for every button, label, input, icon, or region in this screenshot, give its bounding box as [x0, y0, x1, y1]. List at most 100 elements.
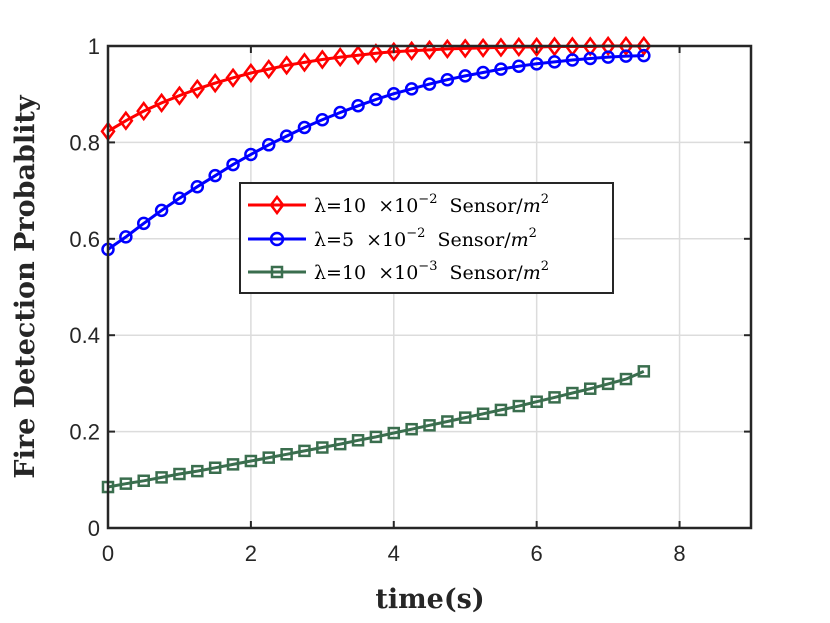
legend-entry-0: λ=10 ×10−2 Sensor/m2 [248, 186, 549, 217]
data-point [618, 35, 634, 57]
data-point [332, 47, 348, 68]
data-point [619, 49, 633, 63]
data-point [529, 36, 545, 58]
data-point [637, 365, 651, 378]
x-tick-label: 6 [531, 541, 543, 566]
data-point [136, 216, 151, 231]
data-point [262, 451, 275, 464]
y-tick-label: 0.4 [69, 323, 100, 348]
data-point [423, 419, 436, 432]
data-point [512, 399, 526, 413]
data-point [172, 191, 187, 206]
data-point [315, 112, 330, 127]
data-point [296, 52, 313, 73]
data-point [154, 203, 169, 218]
data-point [173, 467, 186, 481]
series-line-1 [107, 54, 644, 251]
data-point [601, 50, 615, 64]
data-point [547, 55, 562, 69]
data-point [244, 454, 258, 468]
data-point [244, 147, 258, 162]
data-point [636, 35, 652, 57]
series-line-2 [107, 370, 645, 489]
data-point [208, 461, 222, 474]
data-point [262, 138, 276, 152]
legend-marker-2 [270, 265, 284, 279]
y-tick-label: 0.2 [69, 420, 100, 445]
data-point [369, 92, 383, 107]
data-point [225, 67, 241, 88]
data-point [118, 110, 134, 131]
data-point [386, 41, 402, 62]
data-point [637, 48, 651, 63]
data-point [619, 372, 633, 386]
data-point [171, 85, 188, 106]
legend-label-1: λ=5 ×10−2 Sensor/m2 [314, 220, 537, 251]
y-tick-label: 1 [88, 34, 100, 59]
data-point [422, 77, 437, 91]
data-point [601, 377, 615, 391]
data-point [243, 62, 259, 84]
legend-label-0: λ=10 ×10−2 Sensor/m2 [314, 186, 549, 217]
data-point [387, 86, 401, 101]
data-point [548, 391, 561, 404]
data-point [511, 36, 527, 58]
legend: λ=10 ×10−2 Sensor/m2 λ=5 ×10−2 Sensor/m2… [239, 182, 614, 294]
x-tick-label: 2 [245, 541, 257, 566]
data-point [566, 386, 579, 400]
data-point [280, 448, 293, 461]
data-point [404, 82, 419, 96]
data-point [279, 55, 295, 76]
data-point [136, 100, 152, 122]
data-point [405, 422, 418, 436]
data-point [440, 72, 455, 87]
y-tick-label: 0 [88, 516, 100, 541]
y-tick-label: 0.6 [69, 227, 100, 252]
data-point [584, 382, 597, 395]
legend-entry-2: λ=10 ×10−3 Sensor/m2 [248, 253, 549, 284]
data-point [530, 395, 543, 408]
data-point [476, 65, 490, 80]
legend-entry-1: λ=5 ×10−2 Sensor/m2 [248, 220, 537, 251]
data-point [368, 43, 384, 64]
data-point [279, 129, 294, 143]
plot-frame [106, 44, 753, 530]
data-point [208, 168, 222, 183]
legend-marker-0 [269, 194, 285, 216]
data-point [458, 69, 472, 83]
data-point [350, 45, 366, 66]
y-tick-label: 0.8 [69, 130, 100, 155]
data-point [298, 444, 311, 458]
x-tick-label: 4 [388, 541, 400, 566]
data-point [529, 57, 544, 71]
legend-marker-1 [269, 231, 285, 247]
data-point [404, 40, 420, 61]
ticks: 0 2 4 6 8 0 0.2 0.4 0.6 0.8 1 [69, 34, 751, 566]
data-point [441, 415, 454, 428]
data-point [333, 437, 347, 451]
data-point [582, 36, 598, 57]
x-tick-label: 0 [102, 541, 114, 566]
legend-label-2: λ=10 ×10−3 Sensor/m2 [314, 253, 549, 284]
data-point [351, 99, 365, 113]
data-point [119, 477, 133, 490]
data-point [226, 458, 240, 471]
data-point [387, 426, 401, 440]
data-point [600, 35, 616, 57]
series-2 [101, 365, 651, 494]
data-point [494, 62, 508, 76]
data-point [494, 403, 508, 417]
data-point [226, 157, 240, 172]
data-point [351, 434, 365, 447]
y-axis-label: Fire Detection Probablity [10, 94, 41, 478]
data-point [207, 73, 223, 94]
data-point [261, 59, 277, 80]
x-axis-label: time(s) [375, 584, 484, 615]
data-point [190, 179, 205, 194]
data-point [314, 49, 330, 70]
data-point [297, 120, 312, 135]
data-point [137, 474, 150, 488]
data-point [546, 36, 563, 57]
x-tick-label: 8 [673, 541, 685, 566]
